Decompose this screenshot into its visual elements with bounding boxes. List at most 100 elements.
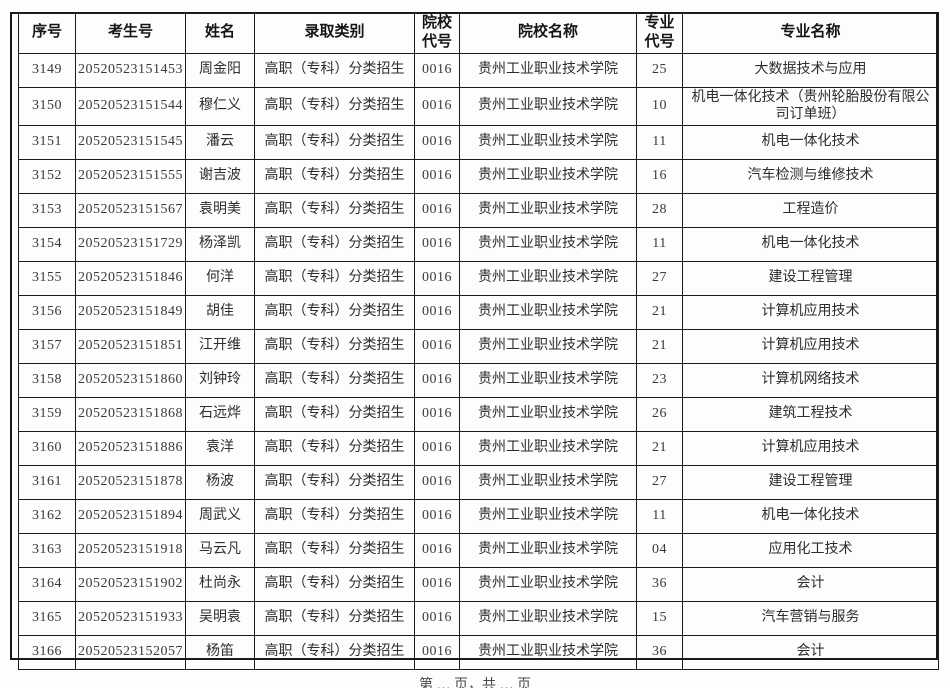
cell-candidate_no: 20520523151894 — [75, 498, 186, 534]
cell-major_code: 21 — [636, 328, 683, 364]
cell-major_code: 27 — [636, 464, 683, 500]
cell-major_name: 会计 — [682, 634, 939, 670]
cell-major_code: 15 — [636, 600, 683, 636]
table-row: 3151 20520523151545 潘云 高职（专科）分类招生 0016 贵州工业职业… — [18, 124, 939, 160]
cell-serial: 3157 — [18, 328, 76, 364]
cell-college_code: 0016 — [414, 498, 460, 534]
cell-name: 杨泽凯 — [185, 226, 255, 262]
cell-candidate_no: 20520523151846 — [75, 260, 186, 296]
cell-college_name: 贵州工业职业技术学院 — [459, 532, 637, 568]
cell-name: 潘云 — [185, 124, 255, 160]
cell-college_code: 0016 — [414, 532, 460, 568]
cell-serial: 3150 — [18, 86, 76, 126]
cell-serial: 3162 — [18, 498, 76, 534]
cell-college_code: 0016 — [414, 396, 460, 432]
cell-major_code: 27 — [636, 260, 683, 296]
cell-serial: 3158 — [18, 362, 76, 398]
cell-candidate_no: 20520523151544 — [75, 86, 186, 126]
cell-college_code: 0016 — [414, 226, 460, 262]
cell-college_name: 贵州工业职业技术学院 — [459, 86, 637, 126]
cell-major_name: 会计 — [682, 566, 939, 602]
cell-college_code: 0016 — [414, 328, 460, 364]
cell-admission_type: 高职（专科）分类招生 — [254, 158, 415, 194]
cell-candidate_no: 20520523151567 — [75, 192, 186, 228]
cell-name: 谢吉波 — [185, 158, 255, 194]
cell-serial: 3151 — [18, 124, 76, 160]
page-number-text: 第 … 页，共 … 页 — [419, 678, 531, 688]
cell-name: 吴明袁 — [185, 600, 255, 636]
cell-candidate_no: 20520523151868 — [75, 396, 186, 432]
cell-major_name: 建设工程管理 — [682, 464, 939, 500]
cell-major_code: 28 — [636, 192, 683, 228]
cell-major_name: 大数据技术与应用 — [682, 52, 939, 88]
cell-serial: 3166 — [18, 634, 76, 670]
cell-college_code: 0016 — [414, 260, 460, 296]
column-header-college_name: 院校名称 — [459, 12, 637, 54]
column-header-name: 姓名 — [185, 12, 255, 54]
cell-admission_type: 高职（专科）分类招生 — [254, 396, 415, 432]
cell-name: 周金阳 — [185, 52, 255, 88]
cell-major_code: 11 — [636, 226, 683, 262]
cell-major_name: 汽车检测与维修技术 — [682, 158, 939, 194]
cell-college_code: 0016 — [414, 600, 460, 636]
cell-name: 袁洋 — [185, 430, 255, 466]
cell-college_code: 0016 — [414, 362, 460, 398]
cell-major_code: 11 — [636, 124, 683, 160]
cell-name: 周武义 — [185, 498, 255, 534]
cell-candidate_no: 20520523151860 — [75, 362, 186, 398]
cell-serial: 3149 — [18, 52, 76, 88]
cell-major_name: 机电一体化技术 — [682, 498, 939, 534]
cell-serial: 3152 — [18, 158, 76, 194]
cell-candidate_no: 20520523151886 — [75, 430, 186, 466]
cell-admission_type: 高职（专科）分类招生 — [254, 226, 415, 262]
cell-college_code: 0016 — [414, 566, 460, 602]
cell-major_name: 建筑工程技术 — [682, 396, 939, 432]
table-row: 3159 20520523151868 石远烨 高职（专科）分类招生 0016 贵州工业职… — [18, 396, 939, 432]
cell-admission_type: 高职（专科）分类招生 — [254, 260, 415, 296]
column-header-admission_type: 录取类别 — [254, 12, 415, 54]
cell-major_name: 机电一体化技术 — [682, 124, 939, 160]
cell-college_code: 0016 — [414, 124, 460, 160]
cell-name: 胡佳 — [185, 294, 255, 330]
cell-college_name: 贵州工业职业技术学院 — [459, 396, 637, 432]
cell-college_name: 贵州工业职业技术学院 — [459, 328, 637, 364]
cell-admission_type: 高职（专科）分类招生 — [254, 566, 415, 602]
cell-major_code: 36 — [636, 566, 683, 602]
cell-major_name: 计算机应用技术 — [682, 430, 939, 466]
cell-admission_type: 高职（专科）分类招生 — [254, 192, 415, 228]
cell-college_name: 贵州工业职业技术学院 — [459, 52, 637, 88]
cell-name: 马云凡 — [185, 532, 255, 568]
table-row: 3163 20520523151918 马云凡 高职（专科）分类招生 0016 贵州工业职… — [18, 532, 939, 568]
cell-college_name: 贵州工业职业技术学院 — [459, 158, 637, 194]
cell-major_code: 04 — [636, 532, 683, 568]
cell-admission_type: 高职（专科）分类招生 — [254, 634, 415, 670]
cell-admission_type: 高职（专科）分类招生 — [254, 124, 415, 160]
cell-admission_type: 高职（专科）分类招生 — [254, 532, 415, 568]
header-row: 序号 考生号 姓名 录取类别 院校代号 院校名称 专业代号 专业名称 — [18, 12, 939, 54]
cell-name: 杨波 — [185, 464, 255, 500]
cell-admission_type: 高职（专科）分类招生 — [254, 600, 415, 636]
cell-college_name: 贵州工业职业技术学院 — [459, 124, 637, 160]
cell-name: 穆仁义 — [185, 86, 255, 126]
cell-college_name: 贵州工业职业技术学院 — [459, 260, 637, 296]
table-row: 3161 20520523151878 杨波 高职（专科）分类招生 0016 贵州工业职业… — [18, 464, 939, 500]
table-row: 3153 20520523151567 袁明美 高职（专科）分类招生 0016 贵州工业职… — [18, 192, 939, 228]
cell-admission_type: 高职（专科）分类招生 — [254, 294, 415, 330]
table-row: 3160 20520523151886 袁洋 高职（专科）分类招生 0016 贵州工业职业… — [18, 430, 939, 466]
cell-major_name: 机电一体化技术（贵州轮胎股份有限公司订单班） — [682, 86, 939, 126]
cell-major_name: 机电一体化技术 — [682, 226, 939, 262]
cell-name: 刘钟玲 — [185, 362, 255, 398]
cell-serial: 3165 — [18, 600, 76, 636]
cell-college_code: 0016 — [414, 634, 460, 670]
table-row: 3156 20520523151849 胡佳 高职（专科）分类招生 0016 贵州工业职业… — [18, 294, 939, 330]
cell-major_name: 计算机网络技术 — [682, 362, 939, 398]
cell-college_name: 贵州工业职业技术学院 — [459, 634, 637, 670]
cell-serial: 3164 — [18, 566, 76, 602]
cell-candidate_no: 20520523151902 — [75, 566, 186, 602]
cell-major_code: 21 — [636, 430, 683, 466]
column-header-candidate_no: 考生号 — [75, 12, 186, 54]
cell-major_code: 11 — [636, 498, 683, 534]
column-header-college_code: 院校代号 — [414, 12, 460, 54]
cell-college_name: 贵州工业职业技术学院 — [459, 430, 637, 466]
